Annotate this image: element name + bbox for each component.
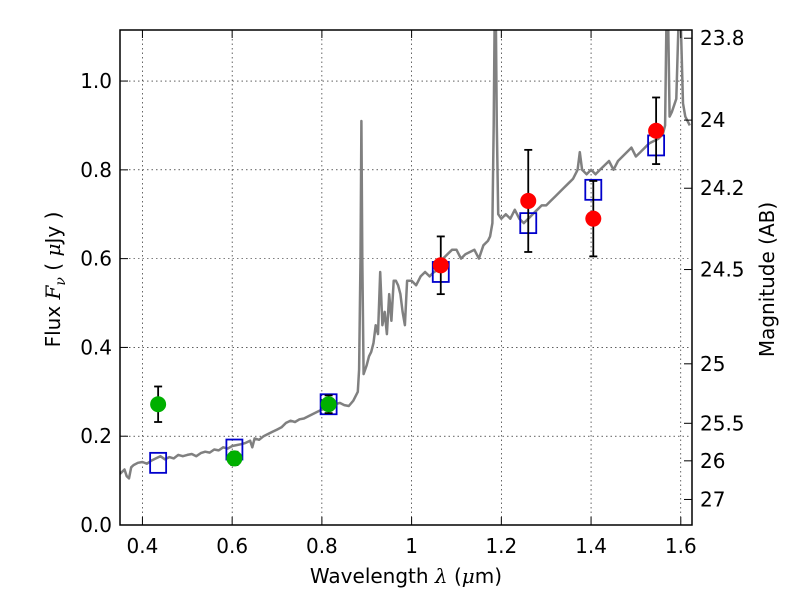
y-axis-label-mu: μ [41,244,65,257]
observed-flux-point [585,210,602,227]
x-tick-label: 1.2 [485,534,517,558]
magnitude-tick-label: 24.5 [700,258,745,282]
y-axis-label: Flux Fν ( μJy ) [41,212,69,348]
magnitude-axis-label: Magnitude (AB) [755,202,779,357]
x-tick-label: 1 [405,534,418,558]
plot-data [120,30,691,480]
y-axis-label-symbol: F [41,284,65,300]
magnitude-tick-label: 24.2 [700,176,745,200]
y-tick-label: 0.6 [80,247,112,271]
x-axis-label-prefix: Wavelength [310,564,435,588]
y-axis-label-prefix: Flux [41,299,65,347]
x-axis-label: Wavelength λ (μm) [310,564,502,588]
magnitude-tick-label: 25 [700,352,725,376]
observed-flux-point [150,396,167,413]
x-tick-label: 1.6 [665,534,697,558]
x-tick-label: 1.4 [575,534,607,558]
x-tick-label: 0.4 [127,534,159,558]
y-axis-label-subscript: ν [53,277,69,286]
grid-lines [120,30,692,526]
magnitude-tick-label: 26 [700,449,725,473]
x-tick-label: 0.8 [306,534,338,558]
y-axis-label-unit-close: Jy ) [41,212,65,246]
y-tick-label: 0.2 [80,424,112,448]
observed-flux-point [648,122,665,139]
observed-flux-point [520,192,537,209]
x-axis-label-mu: μ [462,564,475,588]
y-tick-label: 0.4 [80,335,112,359]
y-tick-label: 0.0 [80,513,112,537]
magnitude-tick-label: 25.5 [700,411,745,435]
y-axis-label-unit-open: ( [41,257,65,278]
x-axis-label-unit-close: m) [475,564,502,588]
observed-flux-point [432,257,449,274]
x-axis-label-symbol: λ [434,564,448,588]
magnitude-tick-label: 27 [700,487,725,511]
y-tick-label: 0.8 [80,158,112,182]
sed-model-line [120,30,691,480]
model-photometry-square [149,451,168,474]
observed-flux-point [226,450,243,467]
observed-flux-point [320,396,337,413]
x-tick-label: 0.6 [216,534,248,558]
x-axis-label-unit-open: ( [448,564,462,588]
axis-ticks: 0.4 0.6 0.8 1 1.2 1.4 1.6 0.0 0.2 0.4 0.6 0.8 1.0 23.… [80,26,744,558]
magnitude-tick-label: 23.8 [700,26,745,50]
y-tick-label: 1.0 [80,69,112,93]
magnitude-tick-label: 24 [700,108,725,132]
plot-frame [119,29,693,526]
